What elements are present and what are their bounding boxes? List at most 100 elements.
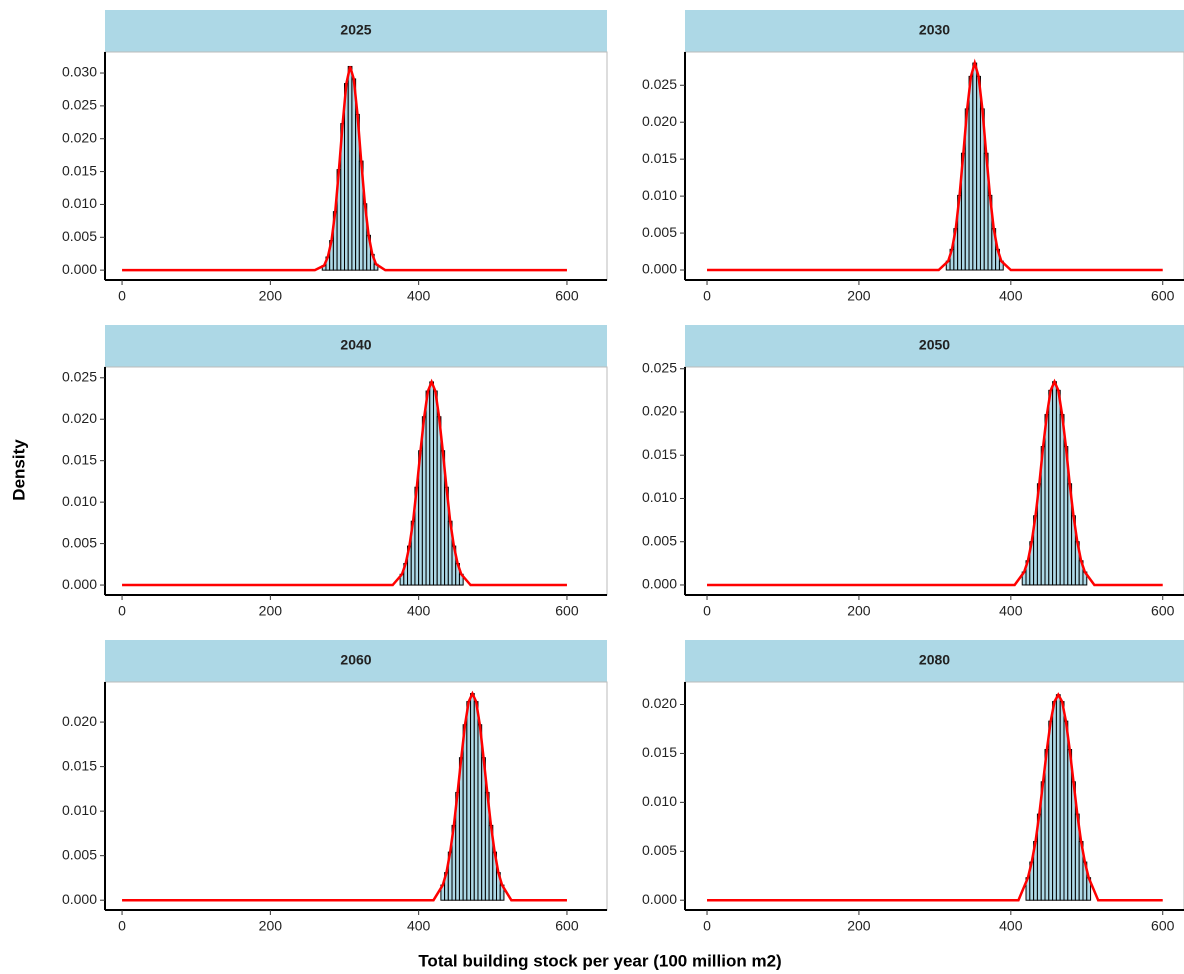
strip <box>105 640 607 682</box>
x-tick-label: 200 <box>259 918 283 934</box>
x-tick-label: 0 <box>703 603 711 619</box>
panel-title: 2030 <box>919 22 950 38</box>
density-curve <box>707 692 1163 902</box>
bar <box>421 416 427 586</box>
bar <box>972 62 978 271</box>
strip <box>105 10 607 52</box>
y-tick-label: 0.000 <box>642 891 677 907</box>
y-tick-label: 0.020 <box>62 410 97 426</box>
y-tick-label: 0.000 <box>642 576 677 592</box>
strip <box>685 640 1184 682</box>
y-tick-label: 0.025 <box>642 76 677 92</box>
density-curve <box>122 66 567 272</box>
bar <box>344 83 349 271</box>
bar <box>1052 381 1057 586</box>
bar <box>429 381 434 586</box>
y-tick-label: 0.025 <box>642 359 677 375</box>
x-tick-label: 200 <box>847 603 871 619</box>
x-tick-label: 400 <box>407 603 431 619</box>
y-tick-label: 0.010 <box>642 187 677 203</box>
y-tick-label: 0.000 <box>62 261 97 277</box>
y-tick-label: 0.005 <box>642 532 677 548</box>
bar <box>1052 701 1057 901</box>
y-tick-label: 0.015 <box>62 451 97 467</box>
panel-border <box>104 681 608 911</box>
y-tick-label: 0.010 <box>62 195 97 211</box>
panel-border <box>104 366 608 596</box>
x-tick-label: 0 <box>118 918 126 934</box>
x-tick-label: 200 <box>847 288 871 304</box>
y-tick-label: 0.010 <box>642 793 677 809</box>
y-tick-label: 0.000 <box>62 891 97 907</box>
bar <box>1055 694 1061 901</box>
strip <box>685 325 1184 367</box>
y-tick-label: 0.020 <box>642 113 677 129</box>
x-tick-label: 400 <box>999 918 1023 934</box>
bar <box>1063 720 1069 901</box>
bar <box>432 390 438 586</box>
bar <box>1059 701 1065 901</box>
y-tick-label: 0.000 <box>62 576 97 592</box>
y-tick-label: 0.005 <box>642 224 677 240</box>
x-tick-label: 200 <box>259 603 283 619</box>
bar <box>462 724 468 901</box>
x-tick-label: 200 <box>847 918 871 934</box>
x-tick-label: 400 <box>407 288 431 304</box>
panel-title: 2025 <box>340 22 371 38</box>
y-tick-label: 0.025 <box>62 97 97 113</box>
x-tick-label: 400 <box>999 288 1023 304</box>
y-tick-label: 0.025 <box>62 368 97 384</box>
y-tick-label: 0.015 <box>642 150 677 166</box>
x-tick-label: 600 <box>555 918 579 934</box>
bar <box>473 701 479 901</box>
density-curve <box>122 690 567 902</box>
panel-border <box>684 51 1184 281</box>
density-curve <box>707 378 1163 587</box>
bar <box>351 78 357 271</box>
x-tick-label: 0 <box>118 288 126 304</box>
x-tick-label: 600 <box>1151 603 1175 619</box>
y-axis-title: Density <box>9 439 28 501</box>
bar <box>1059 414 1065 586</box>
strip <box>105 325 607 367</box>
y-tick-label: 0.010 <box>62 802 97 818</box>
y-tick-label: 0.010 <box>62 493 97 509</box>
y-tick-label: 0.020 <box>62 129 97 145</box>
x-tick-label: 400 <box>999 603 1023 619</box>
bar <box>1067 749 1073 901</box>
x-tick-label: 600 <box>555 288 579 304</box>
x-tick-label: 0 <box>118 603 126 619</box>
panel-border <box>684 366 1184 596</box>
bar <box>470 693 475 901</box>
x-tick-label: 0 <box>703 288 711 304</box>
y-tick-label: 0.010 <box>642 489 677 505</box>
panel-border <box>684 681 1184 911</box>
density-curve <box>707 58 1163 272</box>
bar <box>477 724 483 901</box>
x-tick-label: 0 <box>703 918 711 934</box>
panel-title: 2050 <box>919 337 950 353</box>
x-tick-label: 600 <box>1151 918 1175 934</box>
y-tick-label: 0.015 <box>62 162 97 178</box>
y-tick-label: 0.000 <box>642 261 677 277</box>
y-tick-label: 0.030 <box>62 64 97 80</box>
y-tick-label: 0.015 <box>642 446 677 462</box>
panel-title: 2040 <box>340 337 371 353</box>
x-tick-label: 600 <box>1151 288 1175 304</box>
y-tick-label: 0.005 <box>62 846 97 862</box>
x-tick-label: 400 <box>407 918 431 934</box>
bar <box>1055 389 1061 586</box>
panel-title: 2080 <box>919 652 950 668</box>
strip <box>685 10 1184 52</box>
x-tick-label: 600 <box>555 603 579 619</box>
panel-title: 2060 <box>340 652 371 668</box>
bar <box>436 416 442 586</box>
y-tick-label: 0.020 <box>62 713 97 729</box>
y-tick-label: 0.015 <box>642 744 677 760</box>
y-tick-label: 0.020 <box>642 695 677 711</box>
density-curve <box>122 378 567 587</box>
x-tick-label: 200 <box>259 288 283 304</box>
bar <box>425 390 431 586</box>
bar <box>466 701 472 901</box>
